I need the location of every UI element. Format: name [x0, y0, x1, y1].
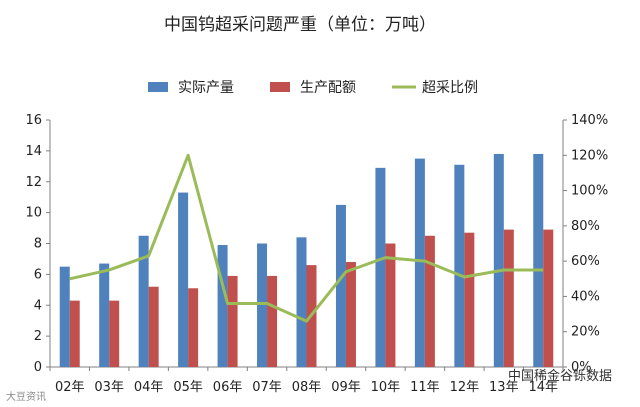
- x-axis-labels: 02年 03年 04年 05年 06年 07年 08年 09年 10年 11年 12年 13年 14年: [55, 380, 558, 395]
- bar-actual: [296, 237, 307, 367]
- watermark-right: 中国稀金谷铄数据: [508, 368, 612, 384]
- legend-label: 实际产量: [178, 80, 234, 96]
- bar-actual: [99, 263, 110, 367]
- bar-actual: [375, 167, 386, 367]
- bar-quota: [385, 243, 396, 367]
- x-tick-label: 12年: [450, 380, 480, 395]
- bar-quota: [148, 286, 159, 367]
- bar-quota: [109, 300, 120, 367]
- line-series: [69, 153, 544, 323]
- watermark-left: 大豆资讯: [6, 390, 46, 403]
- x-tick-label: 13年: [489, 380, 519, 395]
- bar-actual: [138, 235, 149, 367]
- bar-quota: [503, 229, 514, 367]
- legend-swatch: [148, 82, 168, 92]
- bar-actual: [454, 164, 465, 367]
- y-right-tick-label: 0%: [571, 360, 592, 375]
- legend-swatch: [270, 82, 290, 92]
- y-left-tick-label: 4: [34, 298, 42, 313]
- bar-quota: [345, 262, 356, 367]
- y-right-tick-label: 60%: [571, 254, 600, 269]
- bar-quota: [227, 275, 238, 367]
- y-left-tick-label: 0: [34, 360, 42, 375]
- bar-actual: [493, 153, 504, 367]
- x-tick-label: 03年: [94, 380, 124, 395]
- y-right-tick-label: 20%: [571, 325, 600, 340]
- bar-quota: [267, 275, 278, 367]
- y-left-tick-label: 8: [34, 237, 42, 252]
- bar-quota: [188, 288, 199, 367]
- bar-actual: [178, 192, 189, 367]
- y-right-tick-label: 40%: [571, 289, 600, 304]
- y-left-tick-label: 16: [25, 113, 42, 128]
- y-left-tick-label: 6: [34, 267, 42, 282]
- y-right-tick-label: 80%: [571, 219, 600, 234]
- y-left-tick-label: 10: [25, 206, 42, 221]
- x-tick-label: 08年: [292, 380, 322, 395]
- y-left-tick-label: 14: [25, 144, 42, 159]
- x-tick-label: 05年: [173, 380, 203, 395]
- x-tick-label: 11年: [410, 380, 440, 395]
- x-tick-label: 06年: [213, 380, 243, 395]
- bar-quota: [69, 300, 80, 367]
- bar-quota: [543, 229, 554, 367]
- bar-quota: [424, 235, 435, 367]
- bar-actual: [217, 245, 228, 367]
- legend: 实际产量 生产配额 超采比例: [148, 80, 478, 96]
- x-tick-label: 10年: [371, 380, 401, 395]
- x-tick-label: 07年: [252, 380, 282, 395]
- y-left-tick-label: 12: [25, 175, 42, 190]
- x-tick-label: 09年: [331, 380, 361, 395]
- y-left-tick-label: 2: [34, 329, 42, 344]
- chart-title: 中国钨超采问题严重（单位：万吨）: [164, 15, 436, 35]
- bar-quota: [464, 232, 475, 367]
- x-tick-label: 14年: [528, 380, 558, 395]
- y-right-tick-label: 120%: [571, 148, 608, 163]
- legend-label: 超采比例: [422, 80, 478, 96]
- x-tick-label: 02年: [55, 380, 85, 395]
- axes: 0 2 4 6 8 10 12 14 16 0% 20% 40% 60% 80% 100% 120% 140%: [25, 113, 608, 375]
- line-ratio: [69, 153, 544, 323]
- x-tick-label: 04年: [134, 380, 164, 395]
- bar-actual: [335, 204, 346, 367]
- bar-actual: [59, 266, 70, 367]
- y-right-tick-label: 140%: [571, 113, 608, 128]
- bar-actual: [414, 158, 425, 367]
- y-right-tick-label: 100%: [571, 184, 608, 199]
- bar-actual: [257, 243, 268, 367]
- bar-actual: [533, 153, 544, 367]
- legend-label: 生产配额: [300, 80, 356, 96]
